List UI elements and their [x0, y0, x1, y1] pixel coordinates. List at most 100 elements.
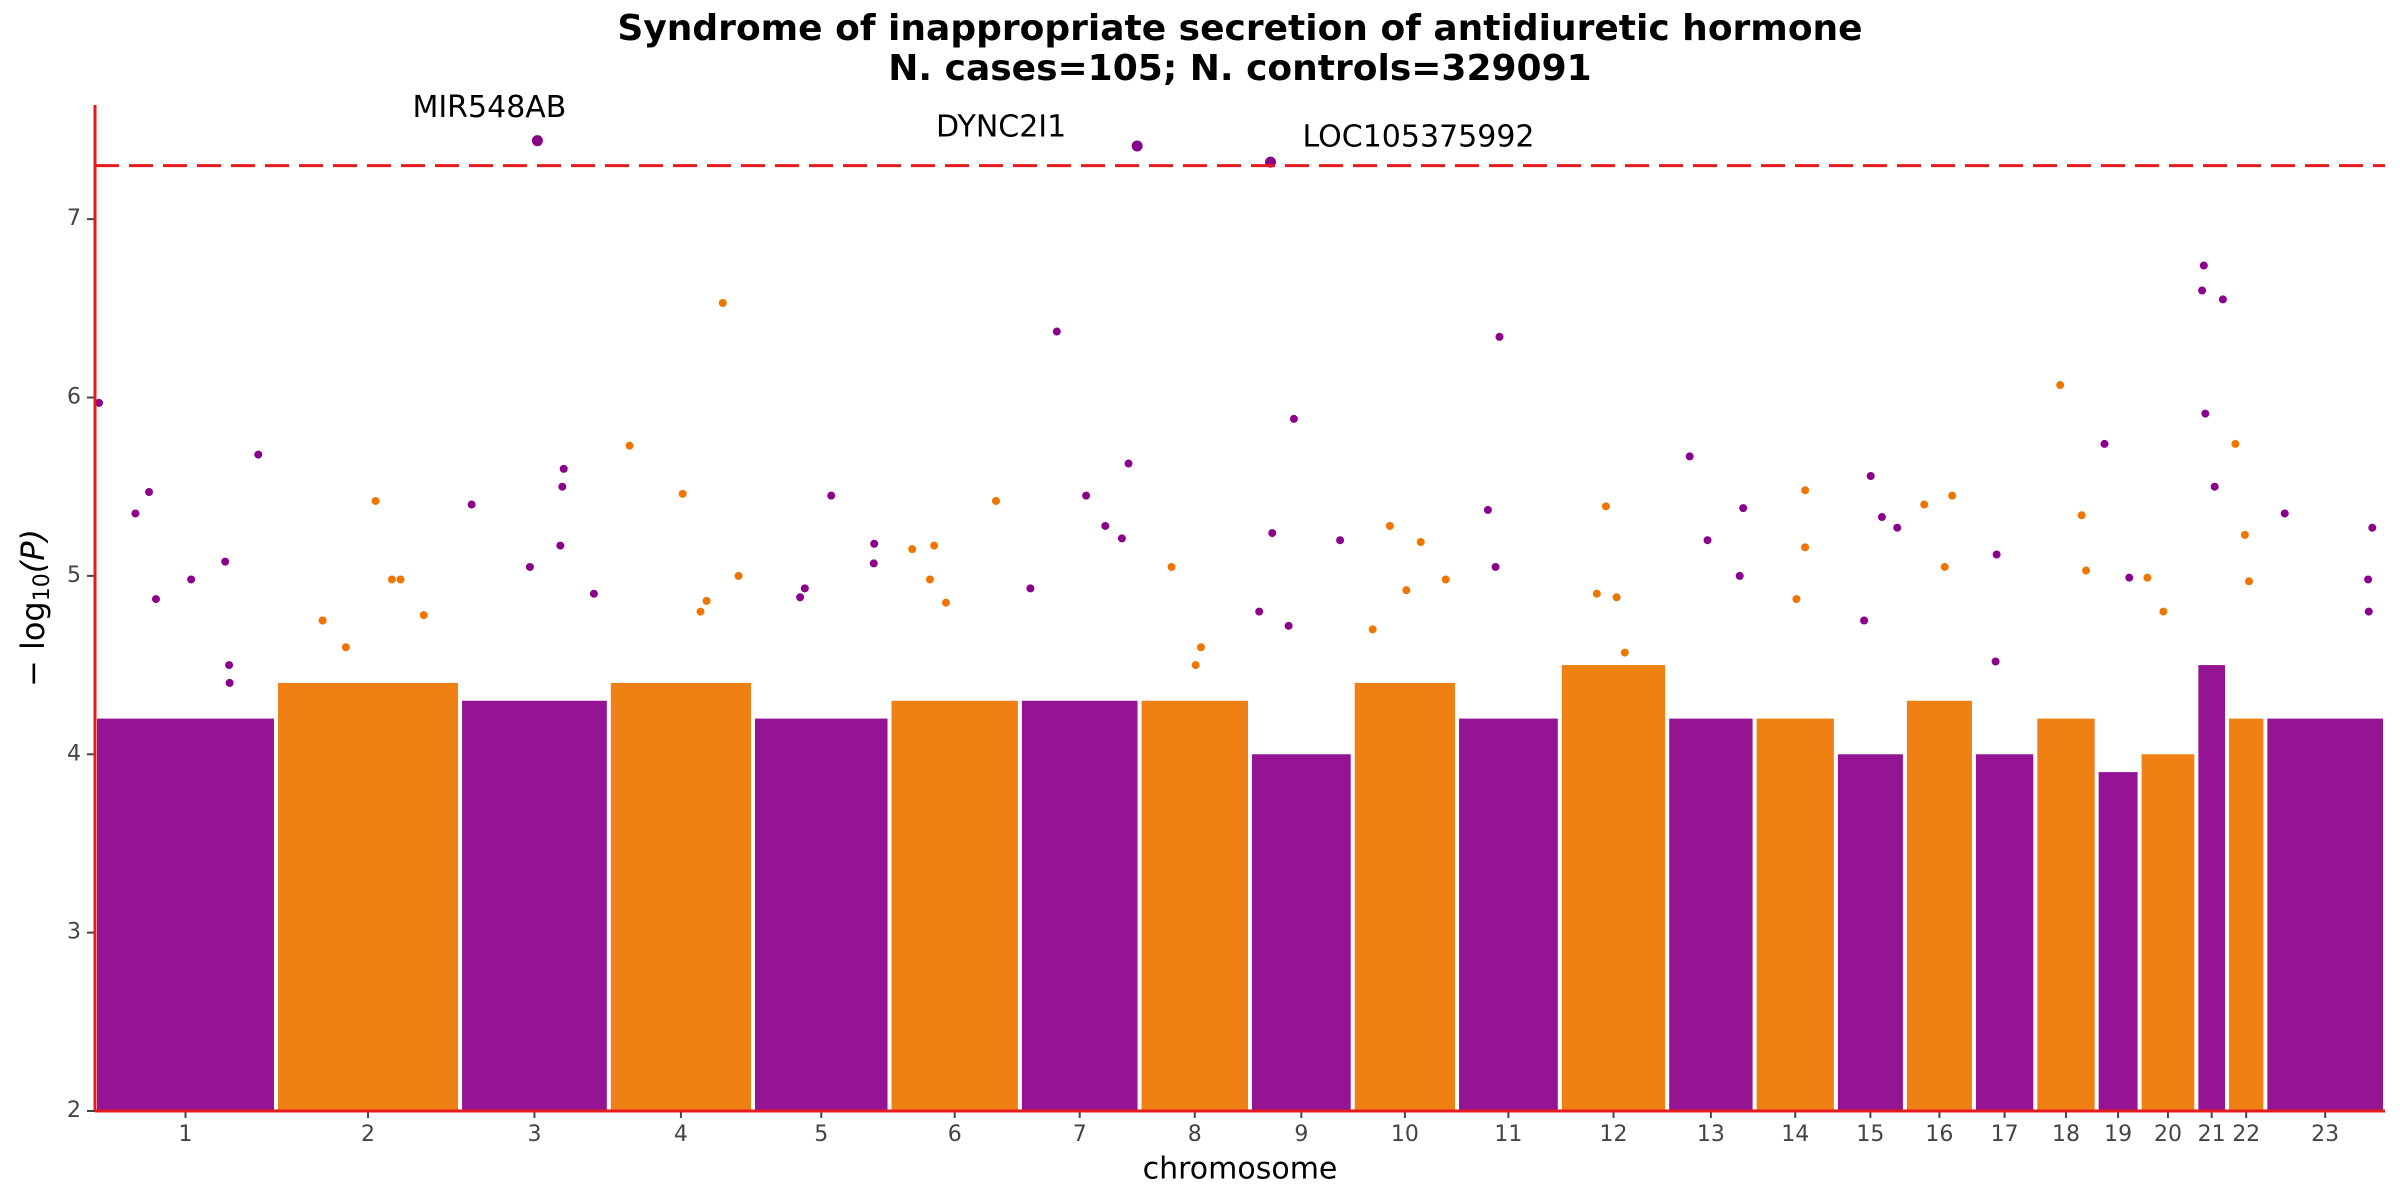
dense-points	[1906, 700, 1972, 1111]
point	[625, 441, 634, 450]
point	[2082, 566, 2091, 575]
annotation-label: DYNC2I1	[936, 110, 1066, 145]
point	[187, 575, 196, 584]
x-tick-label: 13	[1697, 1122, 1725, 1147]
point	[2100, 439, 2109, 448]
point	[558, 482, 567, 491]
point	[1196, 643, 1205, 652]
point	[1268, 529, 1277, 538]
y-label-part: (P)	[14, 529, 52, 573]
x-tick-label: 22	[2232, 1122, 2260, 1147]
x-axis-label: chromosome	[1143, 1152, 1338, 1187]
y-tick-label: 7	[67, 206, 81, 231]
point	[696, 607, 705, 616]
dense-points	[2267, 718, 2383, 1111]
point	[1792, 595, 1801, 604]
point	[2199, 261, 2208, 270]
annotated-point	[531, 135, 543, 147]
x-tick-label: 10	[1391, 1122, 1419, 1147]
point	[908, 545, 917, 554]
point	[371, 496, 380, 505]
x-tick-label: 7	[1073, 1122, 1087, 1147]
dense-points	[1561, 665, 1666, 1111]
x-tick-label: 16	[1925, 1122, 1953, 1147]
point	[827, 491, 836, 500]
x-tick-label: 5	[814, 1122, 828, 1147]
point	[1920, 500, 1929, 509]
dense-points	[1251, 754, 1351, 1111]
point	[1101, 521, 1110, 530]
point	[2210, 482, 2219, 491]
point	[254, 450, 263, 459]
dense-points	[2037, 718, 2095, 1111]
dense-points	[891, 700, 1018, 1111]
point	[556, 541, 565, 550]
point	[2159, 607, 2168, 616]
dense-points	[1756, 718, 1834, 1111]
point	[221, 557, 230, 566]
x-tick-label: 12	[1599, 1122, 1627, 1147]
point	[1441, 575, 1450, 584]
dense-points	[1354, 682, 1456, 1111]
point	[2056, 381, 2065, 390]
point	[2077, 511, 2086, 520]
point	[2218, 295, 2227, 304]
point	[1612, 593, 1621, 602]
x-tick-label: 14	[1781, 1122, 1809, 1147]
point	[1739, 504, 1748, 513]
point	[1860, 616, 1869, 625]
point	[930, 541, 939, 550]
point	[1124, 459, 1133, 468]
point	[1191, 661, 1200, 670]
point	[396, 575, 405, 584]
point	[718, 298, 727, 307]
point	[1289, 414, 1298, 423]
y-label-sub: 10	[30, 573, 55, 601]
point	[1991, 657, 2000, 666]
point	[1416, 538, 1425, 547]
point	[941, 598, 950, 607]
point	[1368, 625, 1377, 634]
point	[1992, 550, 2001, 559]
point	[2125, 573, 2134, 582]
point	[800, 584, 809, 593]
point	[1801, 543, 1810, 552]
point	[870, 539, 879, 548]
y-label-part: − log	[14, 601, 52, 687]
point	[131, 509, 140, 518]
point	[225, 661, 234, 670]
point	[2280, 509, 2289, 518]
y-tick-label: 2	[67, 1098, 81, 1123]
point	[1284, 621, 1293, 630]
point	[1801, 486, 1810, 495]
point	[734, 571, 743, 580]
point	[1866, 472, 1875, 481]
point	[1491, 562, 1500, 571]
dense-points	[462, 700, 607, 1111]
point	[678, 489, 687, 498]
point	[2364, 607, 2373, 616]
point	[925, 575, 934, 584]
point	[1948, 491, 1957, 500]
dense-points	[2098, 772, 2138, 1111]
dense-points	[610, 682, 752, 1111]
point	[2364, 575, 2373, 584]
point	[702, 596, 711, 605]
point	[1082, 491, 1091, 500]
annotation-label: MIR548AB	[412, 90, 566, 125]
point	[796, 593, 805, 602]
point	[991, 496, 1000, 505]
dense-points	[2141, 754, 2195, 1111]
x-tick-label: 1	[178, 1122, 192, 1147]
x-tick-label: 11	[1494, 1122, 1522, 1147]
annotated-point	[1131, 140, 1143, 152]
point	[525, 562, 534, 571]
point	[2368, 523, 2377, 532]
dense-points	[2229, 718, 2264, 1111]
point	[145, 488, 154, 497]
point	[1703, 536, 1712, 545]
chart-title: Syndrome of inappropriate secretion of a…	[617, 8, 1862, 49]
point	[1495, 332, 1504, 341]
point	[1601, 502, 1610, 511]
